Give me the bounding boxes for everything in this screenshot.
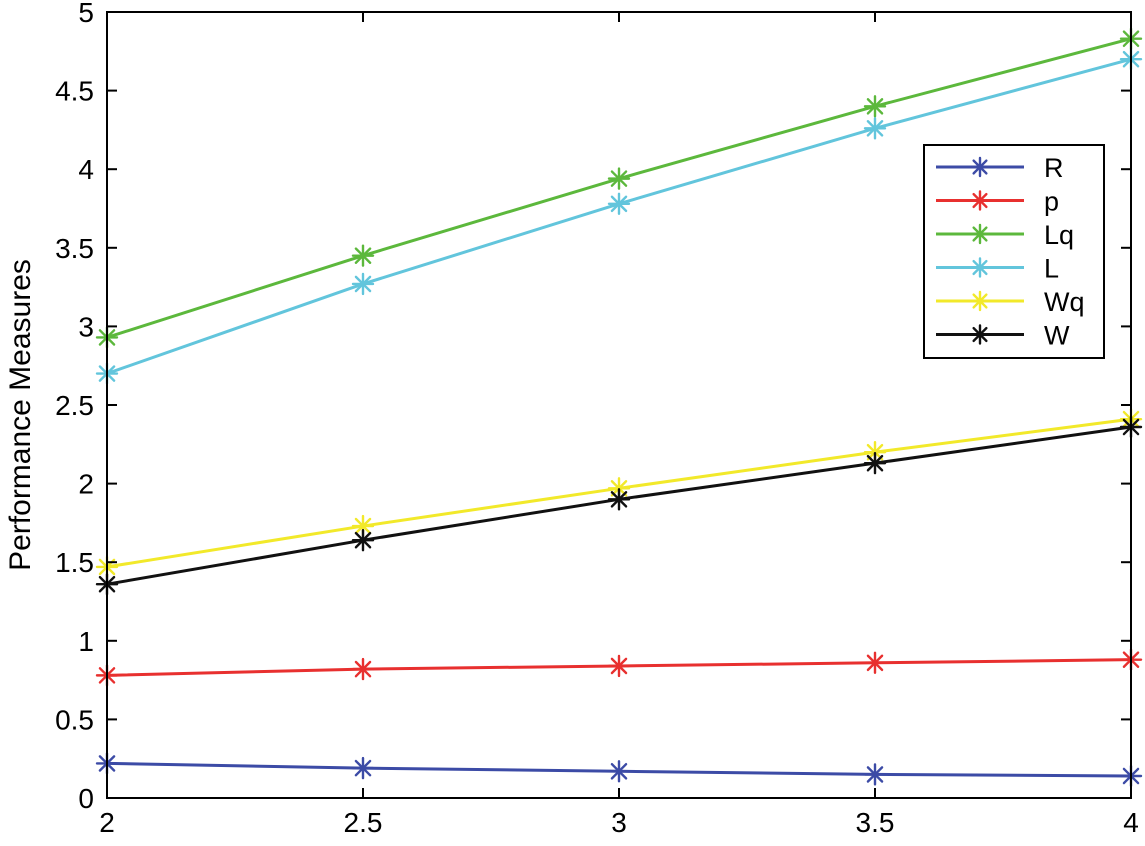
y-tick-label: 2 (78, 469, 94, 500)
y-tick-label: 2.5 (55, 390, 94, 421)
y-tick-label: 3.5 (55, 233, 94, 264)
data-point-w (863, 451, 887, 475)
x-tick-label: 4 (1123, 807, 1139, 838)
legend-label: p (1044, 187, 1059, 217)
legend-marker (969, 223, 991, 245)
legend-label: R (1044, 153, 1064, 183)
x-axis: 2 2.5 3 3.5 4 (99, 12, 1139, 838)
x-tick-label: 3 (611, 807, 627, 838)
data-point-lq (863, 95, 887, 118)
x-tick-label: 2.5 (344, 807, 383, 838)
plot-marks (95, 27, 1143, 788)
legend-label: Lq (1044, 220, 1074, 250)
data-point-p (863, 651, 887, 675)
legend-label: Wq (1044, 287, 1085, 317)
legend-entry: Lq (936, 220, 1074, 250)
data-point-l (351, 272, 375, 296)
y-tick-label: 0 (78, 783, 94, 814)
legend-entry: W (936, 321, 1070, 351)
data-point-l (863, 117, 887, 140)
plot-frame (106, 11, 1132, 799)
legend-box (923, 144, 1105, 359)
y-tick-label: 1.5 (55, 547, 94, 578)
legend-marker (969, 324, 991, 345)
legend-marker (969, 190, 991, 211)
legend-marker (969, 290, 991, 312)
y-axis-label: Performance Measures (4, 259, 37, 571)
x-tick-label: 2 (99, 807, 115, 838)
data-point-p (351, 657, 375, 681)
x-tick-label: 3.5 (856, 807, 895, 838)
y-tick-label: 5 (78, 0, 94, 28)
legend-label: W (1044, 321, 1070, 351)
y-tick-label: 1 (78, 626, 94, 657)
data-point-w (607, 488, 631, 511)
data-point-l (607, 192, 631, 215)
y-tick-label: 4.5 (55, 76, 94, 107)
legend-entry: L (936, 254, 1059, 284)
data-point-lq (351, 244, 375, 267)
legend-label: L (1044, 254, 1059, 284)
data-point-r (607, 760, 631, 783)
data-point-p (607, 654, 631, 678)
y-axis: 0 0.5 1 1.5 2 2.5 3 3.5 4 4.5 5 (55, 0, 1131, 814)
data-point-r (863, 763, 887, 786)
data-point-w (351, 528, 375, 552)
y-tick-label: 0.5 (55, 704, 94, 735)
legend-entry: Wq (936, 287, 1085, 317)
legend-marker (969, 257, 991, 278)
y-tick-label: 3 (78, 311, 94, 342)
legend-entry: p (936, 187, 1059, 217)
legend-marker (969, 156, 991, 178)
y-tick-label: 4 (78, 154, 94, 185)
legend-entry: R (936, 153, 1064, 183)
data-point-r (351, 756, 375, 780)
data-point-lq (607, 167, 631, 190)
